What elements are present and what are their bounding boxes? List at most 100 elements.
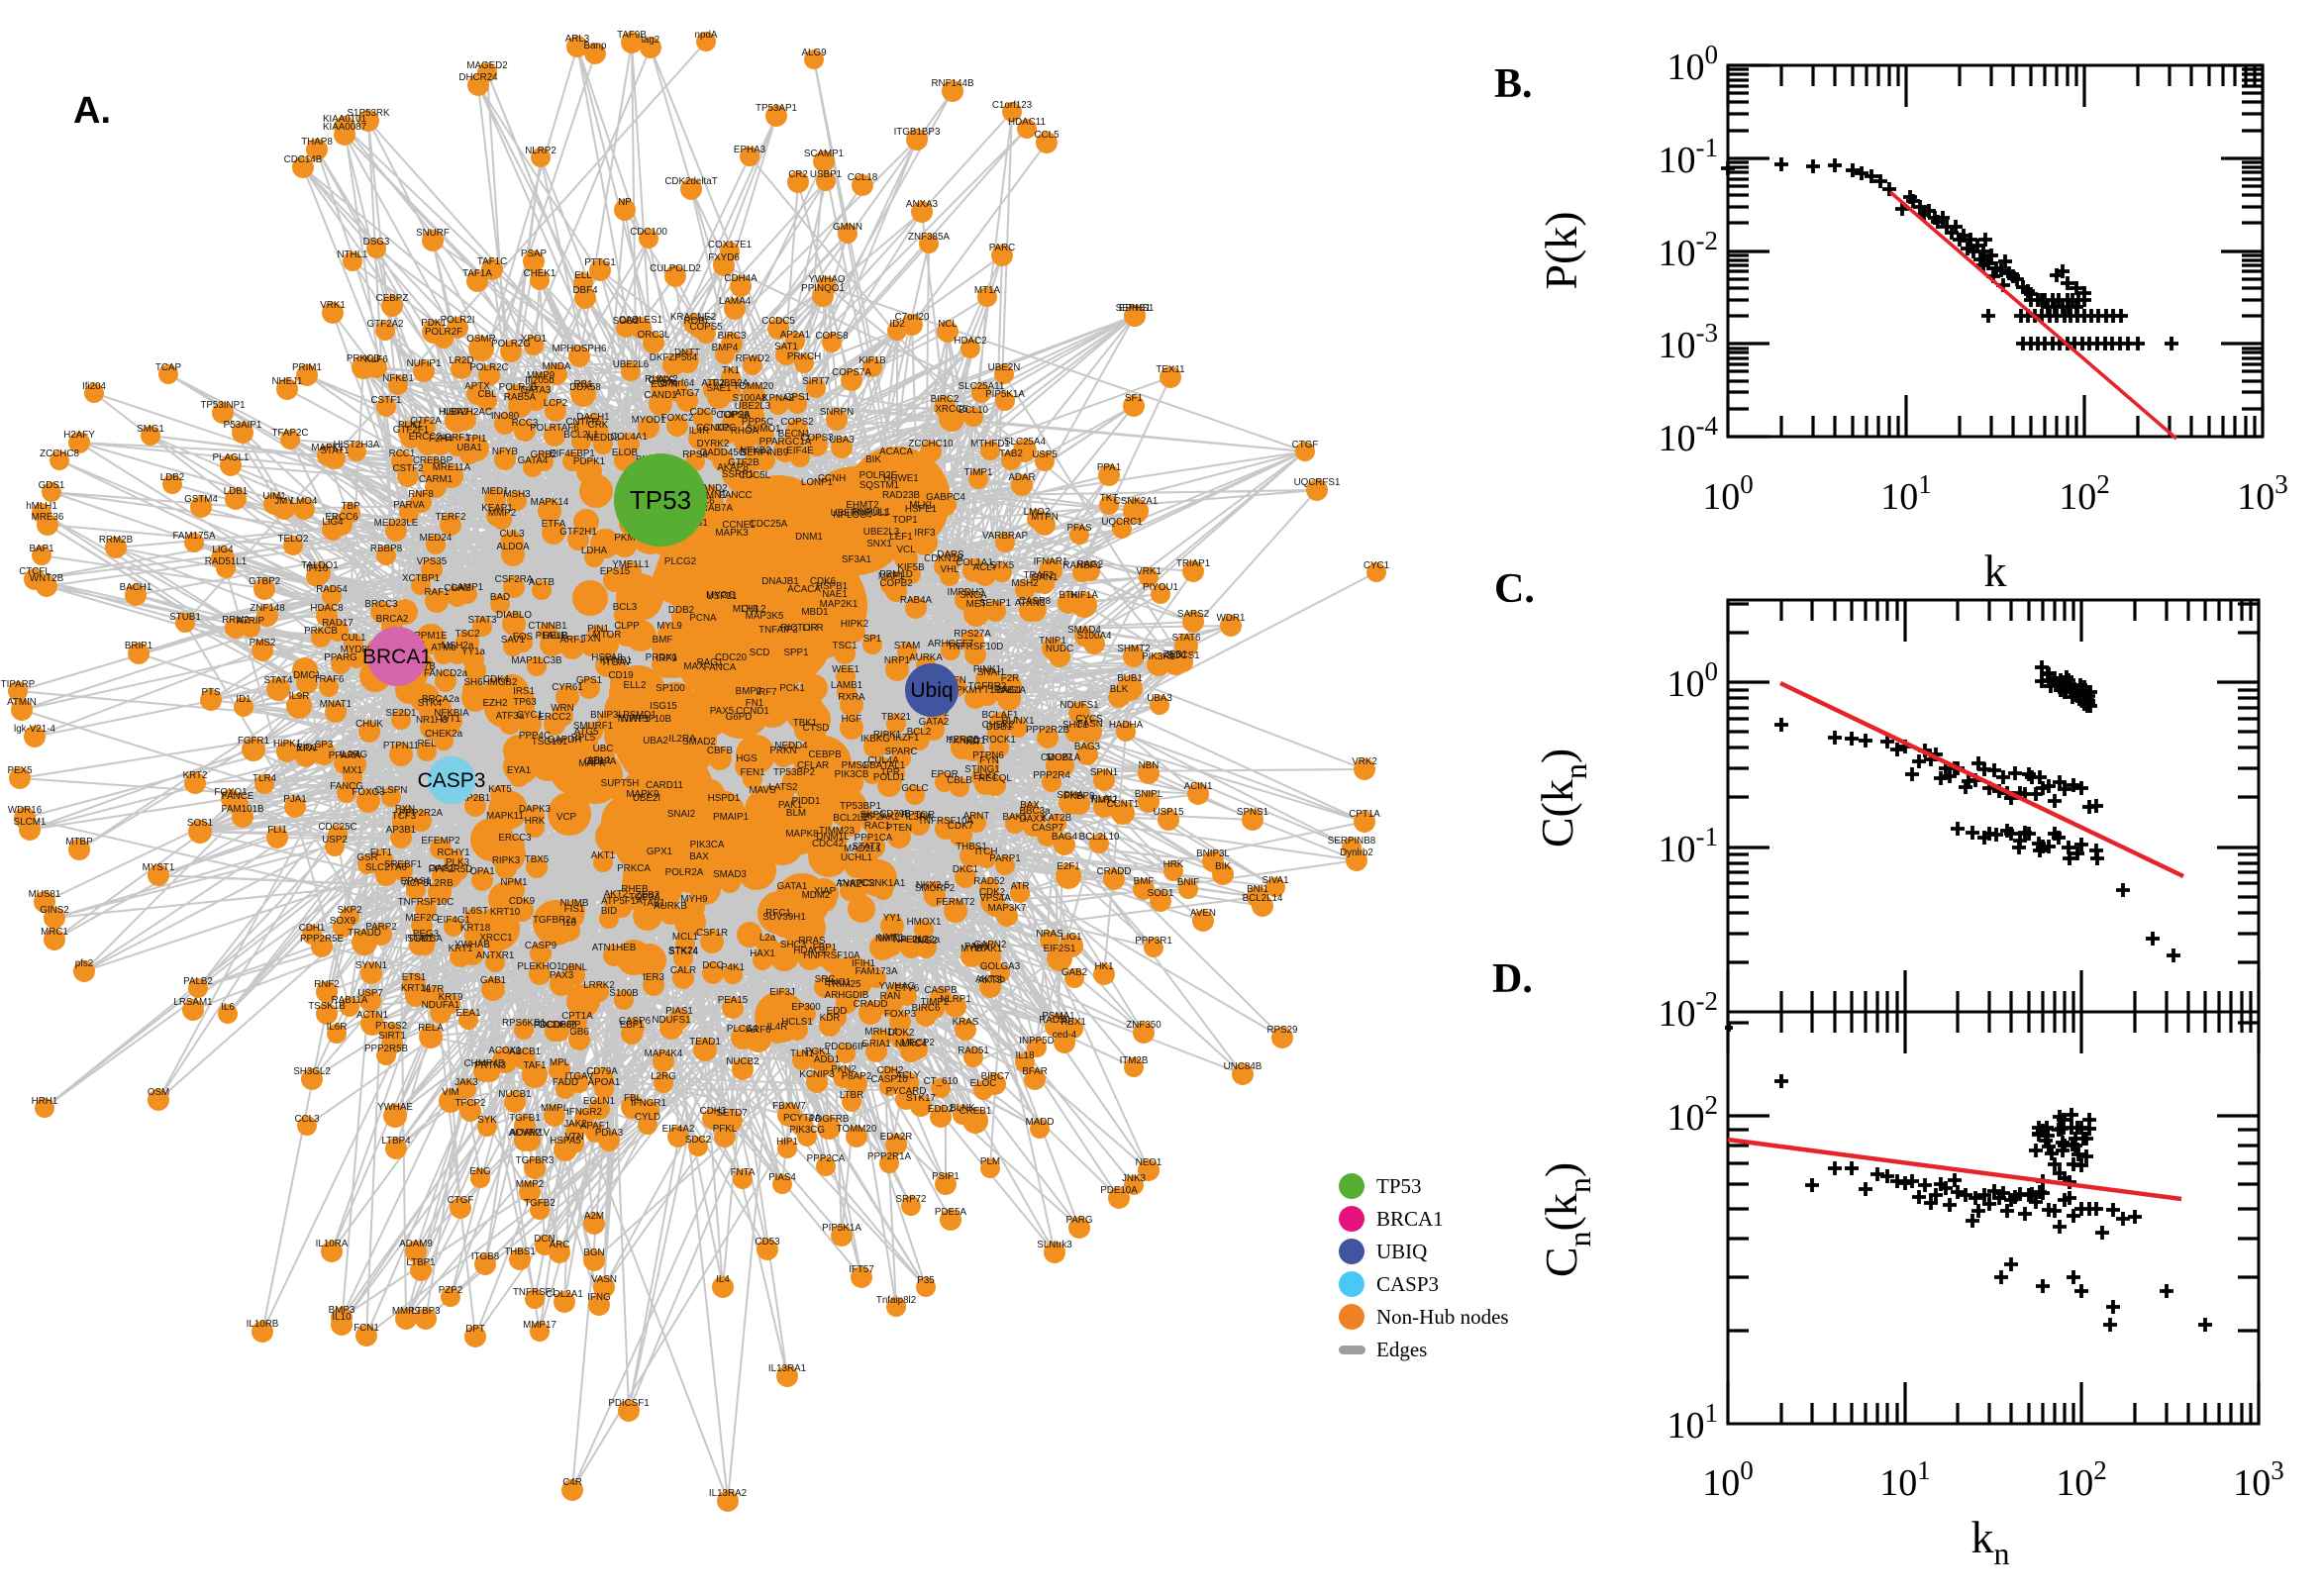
svg-text:SOCS1: SOCS1 xyxy=(1166,650,1199,661)
svg-text:TFAP2C: TFAP2C xyxy=(271,428,308,439)
svg-text:PPP2R1A: PPP2R1A xyxy=(867,1151,912,1162)
svg-text:CD79B: CD79B xyxy=(879,809,911,820)
svg-text:GDS1: GDS1 xyxy=(39,480,65,491)
svg-text:PLAUR: PLAUR xyxy=(536,631,568,642)
svg-text:TNFRSF10B: TNFRSF10B xyxy=(616,714,672,725)
svg-text:PEG3: PEG3 xyxy=(413,929,440,940)
svg-text:LAMB1: LAMB1 xyxy=(831,680,862,691)
svg-text:S100B: S100B xyxy=(609,988,639,999)
svg-text:BAP1: BAP1 xyxy=(29,544,53,554)
svg-text:PDK1: PDK1 xyxy=(421,318,447,329)
svg-text:SIVA1: SIVA1 xyxy=(1262,875,1288,886)
svg-text:UBA2: UBA2 xyxy=(643,736,668,747)
svg-text:POLR2G: POLR2G xyxy=(491,339,531,349)
svg-text:MAPK9: MAPK9 xyxy=(626,789,658,800)
svg-text:PDCD6IP: PDCD6IP xyxy=(825,1042,867,1052)
svg-text:POLR2I: POLR2I xyxy=(441,315,475,326)
svg-text:PRKCH: PRKCH xyxy=(787,351,821,362)
svg-text:MAPK3: MAPK3 xyxy=(715,528,749,539)
svg-text:TPI1: TPI1 xyxy=(466,434,487,445)
svg-text:MMP9: MMP9 xyxy=(527,370,555,381)
svg-text:IL13RA1: IL13RA1 xyxy=(768,1363,806,1374)
svg-text:HDAC2: HDAC2 xyxy=(954,336,986,347)
svg-text:NFKBIA: NFKBIA xyxy=(434,708,469,719)
svg-text:FBP1: FBP1 xyxy=(813,943,838,953)
svg-text:PARVA: PARVA xyxy=(393,500,425,511)
svg-text:TNFRSF10C: TNFRSF10C xyxy=(398,897,454,908)
svg-text:MMPL: MMPL xyxy=(541,1103,569,1114)
svg-text:PMS1: PMS1 xyxy=(842,760,868,771)
svg-text:ENG: ENG xyxy=(469,1166,490,1177)
svg-text:DBNL: DBNL xyxy=(561,962,588,973)
svg-text:KLF6: KLF6 xyxy=(364,354,388,365)
svg-text:SMURF2: SMURF2 xyxy=(915,883,955,894)
svg-text:BNIPL: BNIPL xyxy=(1135,789,1163,800)
svg-text:WDR16: WDR16 xyxy=(8,805,43,816)
svg-text:FXYD6: FXYD6 xyxy=(708,252,740,263)
svg-text:SHC3: SHC3 xyxy=(780,940,807,950)
svg-text:MYC: MYC xyxy=(960,944,982,954)
svg-text:ACOX1: ACOX1 xyxy=(488,1046,521,1056)
svg-text:USP7: USP7 xyxy=(357,988,383,999)
svg-text:PALB2: PALB2 xyxy=(183,976,213,987)
svg-text:RELB: RELB xyxy=(543,631,568,642)
svg-text:PAX3: PAX3 xyxy=(550,970,574,981)
svg-text:ING2: ING2 xyxy=(915,936,938,947)
svg-text:ARC: ARC xyxy=(550,1240,570,1250)
svg-text:CD19: CD19 xyxy=(608,670,633,681)
svg-text:EDA2R: EDA2R xyxy=(880,1132,913,1143)
svg-text:IL10: IL10 xyxy=(332,1312,352,1323)
svg-text:MAPK14: MAPK14 xyxy=(531,497,569,508)
svg-text:NEO1: NEO1 xyxy=(1136,1157,1162,1168)
svg-text:PCNA: PCNA xyxy=(689,613,717,624)
svg-text:CRADD: CRADD xyxy=(1097,866,1132,877)
svg-text:ATF2: ATF2 xyxy=(701,378,724,389)
svg-text:TAB1: TAB1 xyxy=(642,898,665,909)
svg-text:MTHFD1: MTHFD1 xyxy=(970,439,1010,449)
svg-text:ALDOA: ALDOA xyxy=(496,542,530,552)
svg-text:BMF: BMF xyxy=(653,635,673,646)
svg-text:SRP72: SRP72 xyxy=(895,1194,926,1205)
svg-text:Ifi204: Ifi204 xyxy=(82,381,107,392)
svg-text:GATA2: GATA2 xyxy=(919,717,950,728)
svg-text:CDC25A: CDC25A xyxy=(750,519,788,530)
svg-text:NRP1: NRP1 xyxy=(884,655,910,666)
svg-text:SOD2: SOD2 xyxy=(613,316,640,327)
svg-text:FOXC2: FOXC2 xyxy=(661,413,694,424)
svg-text:CD79A: CD79A xyxy=(586,1066,618,1077)
svg-text:IFI16: IFI16 xyxy=(306,563,329,574)
svg-text:SAV1: SAV1 xyxy=(501,635,525,646)
svg-text:I16: I16 xyxy=(562,918,576,929)
svg-text:GPS1: GPS1 xyxy=(784,392,810,403)
svg-text:ELK1: ELK1 xyxy=(973,771,997,782)
svg-text:KPNB1: KPNB1 xyxy=(600,655,632,666)
svg-text:EIF2AK2: EIF2AK2 xyxy=(860,812,899,823)
svg-text:LRRK2: LRRK2 xyxy=(583,980,615,991)
svg-text:REL: REL xyxy=(417,739,437,749)
svg-text:KAT5: KAT5 xyxy=(488,784,512,795)
svg-text:EPS15: EPS15 xyxy=(600,566,631,577)
svg-text:ABCB1: ABCB1 xyxy=(509,1047,541,1057)
svg-text:SMAD3: SMAD3 xyxy=(713,869,747,880)
svg-text:MEF2C: MEF2C xyxy=(405,913,438,924)
svg-text:DACH1: DACH1 xyxy=(576,412,609,423)
svg-text:ETS1: ETS1 xyxy=(402,972,427,983)
svg-text:RBX1: RBX1 xyxy=(1060,1017,1086,1028)
svg-text:ENO1: ENO1 xyxy=(825,977,852,988)
svg-text:Tnfaip8l2: Tnfaip8l2 xyxy=(876,1295,916,1306)
svg-text:NUCB2: NUCB2 xyxy=(726,1056,758,1067)
svg-text:FBXW7: FBXW7 xyxy=(772,1101,806,1112)
svg-text:FIS1: FIS1 xyxy=(564,904,585,915)
svg-text:ACTN1: ACTN1 xyxy=(356,1010,388,1021)
svg-text:100: 100 xyxy=(1702,1455,1754,1504)
svg-text:SP1: SP1 xyxy=(863,634,882,645)
svg-text:FOXO3: FOXO3 xyxy=(352,787,385,798)
svg-text:UNC84B: UNC84B xyxy=(1224,1061,1262,1072)
svg-text:103: 103 xyxy=(2233,1455,2284,1504)
svg-text:AP2A1: AP2A1 xyxy=(780,330,811,341)
svg-text:GTF2F1: GTF2F1 xyxy=(393,425,429,436)
svg-text:BRCA2a: BRCA2a xyxy=(422,694,460,705)
svg-text:ERCC2: ERCC2 xyxy=(538,712,570,723)
svg-text:ELOB: ELOB xyxy=(612,448,639,458)
svg-text:MTPN: MTPN xyxy=(1031,512,1059,523)
